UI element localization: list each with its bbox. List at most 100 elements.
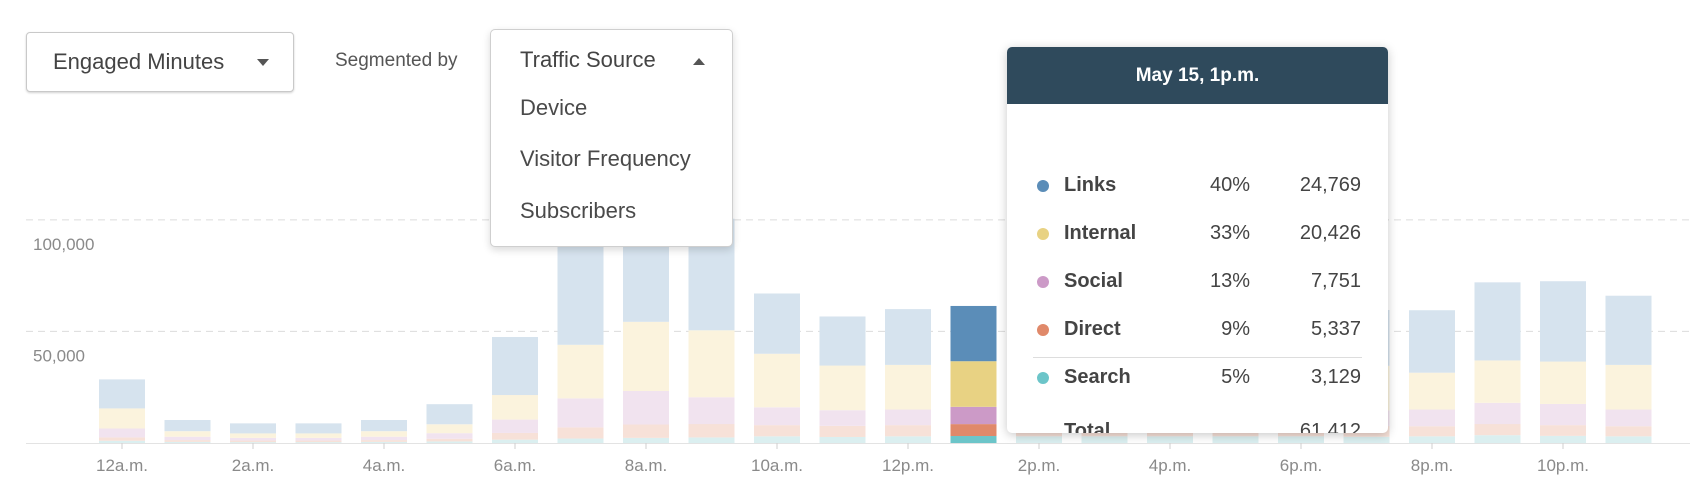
tooltip-row-name: Links xyxy=(1064,174,1117,196)
bar-segment-direct xyxy=(950,424,997,437)
metric-dropdown-button[interactable]: Engaged Minutes xyxy=(26,32,294,92)
bar-segment-search xyxy=(295,442,342,443)
tooltip-row-social: Social 13% 7,751 xyxy=(1007,267,1388,297)
bar-segment-links xyxy=(361,420,407,432)
bar-segment-direct xyxy=(164,440,211,442)
bar-segment-direct xyxy=(295,440,342,443)
bar-segment-search xyxy=(1540,435,1586,443)
bar-segment-social xyxy=(688,397,735,425)
bar-segment-social xyxy=(295,437,342,441)
chevron-down-icon xyxy=(257,59,269,66)
bar-segment-internal xyxy=(885,364,931,410)
tooltip-row-search: Search 5% 3,129 xyxy=(1007,363,1388,393)
bar-segment-search xyxy=(1081,436,1128,443)
bar-segment-direct xyxy=(1605,426,1652,437)
bar-segment-social xyxy=(1605,409,1652,427)
bar-segment-social xyxy=(164,436,211,441)
tooltip-row-pct: 5% xyxy=(1221,366,1250,388)
bar-segment-internal xyxy=(295,433,342,438)
bar-segment-direct xyxy=(623,424,669,438)
search-dot-icon xyxy=(1037,372,1049,384)
bar-segment-search xyxy=(1605,436,1652,443)
bar-segment-links xyxy=(230,423,276,434)
tooltip-row-name: Search xyxy=(1064,366,1131,388)
segment-option-visitor-frequency[interactable]: Visitor Frequency xyxy=(520,146,691,171)
bar-segment-internal xyxy=(99,408,145,429)
links-dot-icon xyxy=(1037,180,1049,192)
bar-segment-search xyxy=(361,441,407,443)
bar-segment-direct xyxy=(230,440,276,443)
bar-segment-direct xyxy=(754,425,800,437)
tooltip-row-pct: 40% xyxy=(1209,174,1250,196)
bar-segment-social xyxy=(361,436,407,441)
tooltip-total-label: Total xyxy=(1064,420,1111,433)
bar-segment-search xyxy=(1409,436,1455,443)
bar-segment-search xyxy=(950,436,997,443)
bar-segment-internal xyxy=(164,431,211,437)
metric-dropdown-label: Engaged Minutes xyxy=(53,49,225,74)
bar-segment-social xyxy=(1409,409,1455,427)
y-tick-label: 100,000 xyxy=(33,235,94,254)
bar-segment-links xyxy=(754,293,800,354)
segment-selected-option[interactable]: Traffic Source xyxy=(520,47,656,72)
tooltip-row-internal: Internal 33% 20,426 xyxy=(1007,219,1388,249)
bar-segment-internal xyxy=(623,321,669,392)
bar-segment-internal xyxy=(1409,372,1455,410)
bar-segment-direct xyxy=(99,437,145,441)
bar-segment-links xyxy=(492,337,538,396)
segment-option-device[interactable]: Device xyxy=(520,95,588,120)
bar-segment-search xyxy=(885,436,931,443)
tooltip-title: May 15, 1p.m. xyxy=(1007,47,1388,104)
bar-segment-social xyxy=(426,433,473,439)
bar-segment-search xyxy=(623,437,669,443)
tooltip-row-name: Social xyxy=(1064,270,1123,292)
x-tick-label: 12a.m. xyxy=(96,456,148,475)
bar-segment-search xyxy=(426,441,473,443)
bar-segment-search xyxy=(1343,436,1390,443)
x-tick-label: 12p.m. xyxy=(882,456,934,475)
bar-segment-direct xyxy=(1474,424,1521,436)
bar-segment-direct xyxy=(426,438,473,442)
bar-segment-direct xyxy=(361,440,407,442)
bar-segment-links xyxy=(819,316,866,366)
tooltip-row-name: Direct xyxy=(1064,318,1121,340)
tooltip-total-row: Total 61,412 xyxy=(1007,417,1388,433)
bar-segment-search xyxy=(754,436,800,443)
bar-segment-links xyxy=(295,423,342,434)
bar-segment-social xyxy=(492,419,538,433)
bar-segment-direct xyxy=(1409,426,1455,437)
bar-segment-links xyxy=(1605,295,1652,365)
bar-segment-search xyxy=(819,436,866,443)
bar-segment-search xyxy=(1016,436,1062,443)
bar-segment-direct xyxy=(688,424,735,438)
bar-segment-direct xyxy=(885,425,931,437)
tooltip-row-pct: 33% xyxy=(1209,222,1250,244)
bar-segment-internal xyxy=(1540,361,1586,404)
bar-segment-links xyxy=(1540,281,1586,362)
x-tick-label: 8p.m. xyxy=(1411,456,1454,475)
bar-segment-internal xyxy=(754,353,800,408)
bar-segment-social xyxy=(754,407,800,426)
x-tick-label: 4p.m. xyxy=(1149,456,1192,475)
tooltip-row-value: 20,426 xyxy=(1299,222,1361,244)
bar-segment-social xyxy=(819,410,866,426)
segment-option-subscribers[interactable]: Subscribers xyxy=(520,198,637,223)
x-tick-label: 4a.m. xyxy=(363,456,406,475)
bar-segment-search xyxy=(1474,435,1521,443)
chevron-up-icon[interactable] xyxy=(693,58,705,65)
bar-segment-search xyxy=(99,440,145,443)
tooltip-row-value: 7,751 xyxy=(1310,270,1361,292)
bar-segment-search xyxy=(492,439,538,443)
bar-segment-links xyxy=(1409,310,1455,373)
bar-segment-links xyxy=(1474,282,1521,361)
segment-dropdown-menu[interactable]: Traffic Source Device Visitor Frequency … xyxy=(490,29,733,247)
bar-segment-links xyxy=(950,305,997,362)
internal-dot-icon xyxy=(1037,228,1049,240)
x-tick-label: 8a.m. xyxy=(625,456,668,475)
bar-segment-direct xyxy=(819,425,866,437)
tooltip-row-pct: 9% xyxy=(1221,318,1250,340)
direct-dot-icon xyxy=(1037,324,1049,336)
bar-segment-links xyxy=(164,420,211,432)
bar-segment-internal xyxy=(819,365,866,411)
